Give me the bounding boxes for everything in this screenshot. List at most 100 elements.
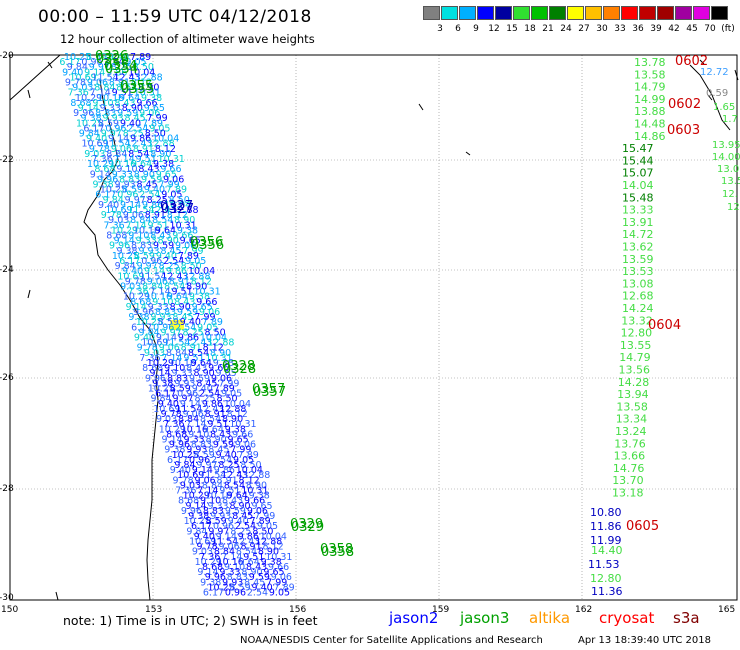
- swh-value: 9.03: [120, 282, 141, 293]
- swh-value: 9.40: [194, 531, 215, 542]
- footer-note: note: 1) Time is in UTC; 2) SWH is in fe…: [63, 613, 318, 628]
- swh-value: 9.05: [125, 57, 146, 68]
- swh-value: 11.99: [590, 534, 622, 547]
- pass-id-label: 0328: [223, 362, 256, 377]
- swh-value: 9.64: [131, 159, 152, 170]
- swh-value: 12.88: [136, 72, 163, 83]
- swh-value: 14.79: [634, 81, 666, 94]
- lat-tick-label: -26: [0, 373, 14, 383]
- lat-tick-label: -24: [0, 265, 14, 275]
- swh-value: 9.66: [160, 164, 181, 175]
- swh-value: 10.04: [128, 67, 155, 78]
- pass-id-label: 0326: [95, 49, 128, 64]
- swh-value: 13.18: [612, 487, 644, 500]
- swh-value: 9.06: [163, 174, 184, 185]
- swh-value: 8.45: [196, 378, 217, 389]
- lat-tick-label: -30: [0, 593, 14, 603]
- swh-value: 10.25: [76, 118, 103, 129]
- swh-value: 10.25: [112, 251, 139, 262]
- swh-value: 7.89: [166, 185, 187, 196]
- swh-value: 10.69: [177, 470, 204, 481]
- right-track: 13.7813.5814.7914.9913.8814.4814.8615.47…: [588, 56, 666, 598]
- swh-value: 9.59: [189, 373, 210, 384]
- swh-value: 7.99: [230, 445, 251, 456]
- scale-swatch: [693, 6, 710, 20]
- swh-value: 6.17: [167, 455, 188, 466]
- swh-value: 8.25: [218, 460, 239, 471]
- swh-value: 7.36: [139, 353, 160, 364]
- swh-value: 10.25: [208, 582, 235, 593]
- credit-text: NOAA/NESDIS Center for Satellite Applica…: [240, 635, 543, 646]
- scale-label: 39: [650, 24, 662, 34]
- swh-value: 8.54: [236, 547, 257, 558]
- pass-id-label: 0358: [321, 545, 354, 560]
- swh-value: 9.05: [257, 521, 278, 532]
- swh-value: 9.86: [214, 465, 235, 476]
- island: [27, 289, 31, 299]
- swh-value: 8.84: [202, 480, 223, 491]
- swh-value: 7.89: [142, 118, 163, 129]
- swh-value: 2.54: [163, 256, 184, 267]
- swh-value: 8.83: [227, 572, 248, 583]
- swh-value: 8.50: [216, 394, 237, 405]
- swh-value: 8.25: [123, 129, 144, 140]
- swh-value: 8.91: [205, 409, 226, 420]
- swh-value: 9.06: [123, 210, 144, 221]
- swh-value: 9.06: [111, 144, 132, 155]
- scale-swatch: [621, 6, 638, 20]
- swh-value: 8.59: [206, 516, 227, 527]
- swh-value: 9.05: [161, 190, 182, 201]
- swh-value: 9.03: [156, 414, 177, 425]
- swh-value: 8.91: [145, 210, 166, 221]
- swh-value: 9.51: [148, 220, 169, 231]
- swh-value: 9.10: [188, 429, 209, 440]
- swh-value: 8.68: [166, 429, 187, 440]
- swh-value: 10.16: [145, 292, 172, 303]
- swh-value: 9.33: [112, 169, 133, 180]
- swh-value: 7.14: [197, 486, 218, 497]
- swh-value: 9.66: [196, 297, 217, 308]
- swh-value: 2.54: [247, 588, 268, 599]
- swh-value: 9.40: [62, 67, 83, 78]
- swh-value: 8.91: [133, 144, 154, 155]
- pass-id-label: 0327: [161, 202, 194, 217]
- swh-value: 13.59: [622, 253, 654, 266]
- swh-value: 8.83: [119, 174, 140, 185]
- swh-value: 9.97: [172, 394, 193, 405]
- scale-label: 27: [578, 24, 590, 34]
- swh-value: 12.43: [233, 537, 260, 548]
- swh-value: 9.38: [153, 159, 174, 170]
- swh-value: 9.33: [148, 302, 169, 313]
- swh-value: 6.17: [59, 57, 80, 68]
- pass-id-label: 0356: [190, 235, 223, 250]
- swh-value: 8.54: [128, 149, 149, 160]
- swh-value: 11.54: [103, 139, 130, 150]
- swh-value: 9.78: [161, 409, 182, 420]
- jason-swath: 10.258.59 9.40 7.896.17 0.96 2.54 9.059.84 9.9…: [59, 52, 294, 599]
- swh-value: 9.84: [67, 62, 88, 73]
- swh-value: 9.84: [150, 394, 171, 405]
- swh-value: 6.17: [131, 322, 152, 333]
- swh-value: 10.31: [170, 220, 197, 231]
- swh-value: 9.14: [156, 333, 177, 344]
- swh-value: 7.99: [218, 378, 239, 389]
- swh-value: 8.59: [122, 185, 143, 196]
- swh-value: 9.38: [81, 113, 102, 124]
- scale-swatch: [675, 6, 692, 20]
- scale-swatch: [441, 6, 458, 20]
- swh-value: 8.43: [150, 231, 171, 242]
- scale-label: (ft): [721, 24, 735, 34]
- scale-swatch: [423, 6, 440, 20]
- swh-value: 15.07: [622, 167, 654, 180]
- swh-value: 8.59: [230, 582, 251, 593]
- scale-label: 33: [614, 24, 626, 34]
- swh-value: 9.65: [263, 567, 284, 578]
- swh-value: 12.43: [197, 404, 224, 415]
- swh-value: 11.54: [92, 72, 119, 83]
- swh-value: 9.14: [197, 567, 218, 578]
- swh-value: 2.54: [211, 455, 232, 466]
- swh-value: 8.25: [111, 62, 132, 73]
- swh-value-edge: 13.0: [717, 164, 739, 175]
- swh-value: 8.45: [244, 577, 265, 588]
- swh-value: 2.54: [175, 322, 196, 333]
